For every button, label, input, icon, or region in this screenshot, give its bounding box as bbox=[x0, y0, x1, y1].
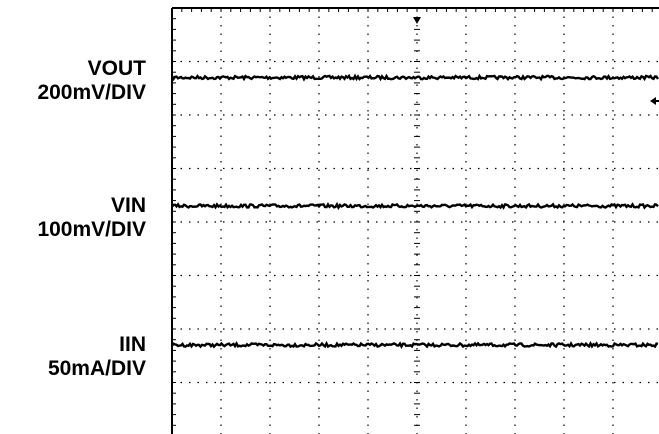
level-marker bbox=[650, 97, 656, 105]
channel-name-iin: IIN bbox=[119, 333, 146, 356]
channel-scale-vout: 200mV/DIV bbox=[37, 81, 146, 104]
channel-name-vin: VIN bbox=[110, 194, 146, 217]
graticule bbox=[171, 7, 659, 434]
channel-label-vout: VOUT 200mV/DIV bbox=[37, 57, 146, 105]
channel-scale-iin: 50mA/DIV bbox=[47, 357, 146, 380]
trace-vin bbox=[171, 201, 659, 211]
channel-label-iin: IIN 50mA/DIV bbox=[48, 333, 146, 381]
channel-name-vout: VOUT bbox=[87, 57, 146, 80]
trace-vout bbox=[170, 73, 659, 82]
trace-iin bbox=[171, 340, 659, 350]
channel-label-vin: VIN 100mV/DIV bbox=[37, 194, 146, 242]
markers bbox=[413, 17, 659, 105]
trigger-marker bbox=[413, 17, 421, 24]
channel-scale-vin: 100mV/DIV bbox=[37, 218, 146, 241]
traces bbox=[170, 73, 659, 350]
